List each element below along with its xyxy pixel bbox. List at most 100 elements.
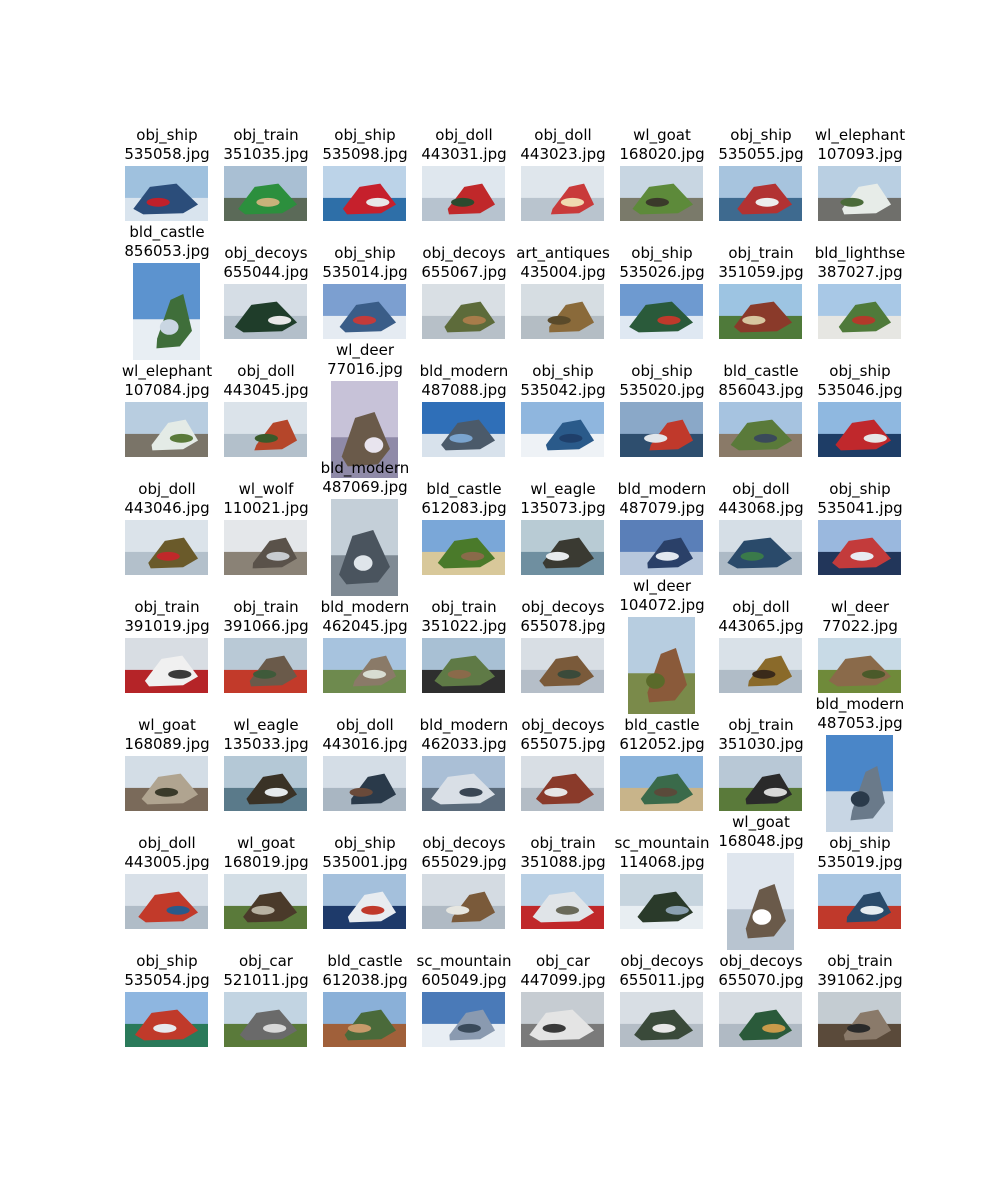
thumbnail-label: sc_mountain [416, 952, 512, 970]
thumbnail-image [125, 520, 208, 575]
thumbnail-filename: 535041.jpg [817, 499, 903, 517]
thumbnail-image [323, 992, 406, 1047]
thumbnail-label: obj_ship [334, 126, 396, 144]
thumbnail-filename: 655070.jpg [718, 971, 804, 989]
thumbnail-image [620, 756, 703, 811]
thumbnail-filename: 655044.jpg [223, 263, 309, 281]
thumbnail-image [125, 992, 208, 1047]
thumbnail-label: obj_doll [336, 716, 394, 734]
thumbnail-label: wl_eagle [530, 480, 596, 498]
thumbnail-label: obj_doll [732, 598, 790, 616]
thumbnail-image [323, 756, 406, 811]
thumbnail-image [422, 520, 505, 575]
thumbnail-label: obj_ship [829, 362, 891, 380]
thumbnail-image [727, 853, 794, 950]
thumbnail-label: obj_decoys [521, 598, 605, 616]
thumbnail-filename: 535020.jpg [619, 381, 705, 399]
thumbnail-image [818, 284, 901, 339]
thumbnail-label: obj_decoys [719, 952, 803, 970]
thumbnail-image [422, 402, 505, 457]
thumbnail-label: obj_train [233, 126, 299, 144]
thumbnail-filename: 443023.jpg [520, 145, 606, 163]
thumbnail-filename: 391066.jpg [223, 617, 309, 635]
thumbnail-image [620, 874, 703, 929]
thumbnail-label: obj_ship [829, 480, 891, 498]
thumbnail-filename: 856043.jpg [718, 381, 804, 399]
thumbnail-image [224, 520, 307, 575]
thumbnail-label: obj_doll [534, 126, 592, 144]
thumbnail-filename: 435004.jpg [520, 263, 606, 281]
thumbnail-filename: 487088.jpg [421, 381, 507, 399]
thumbnail-filename: 612052.jpg [619, 735, 705, 753]
thumbnail-image [719, 992, 802, 1047]
thumbnail-label: obj_ship [631, 244, 693, 262]
thumbnail-filename: 77022.jpg [822, 617, 898, 635]
thumbnail-filename: 443045.jpg [223, 381, 309, 399]
thumbnail-filename: 535054.jpg [124, 971, 210, 989]
thumbnail-image [628, 617, 695, 714]
thumbnail-image [125, 638, 208, 693]
thumbnail-label: obj_ship [532, 362, 594, 380]
thumbnail-label: bld_castle [426, 480, 502, 498]
thumbnail-image [818, 520, 901, 575]
thumbnail-label: obj_ship [829, 834, 891, 852]
thumbnail-filename: 77016.jpg [327, 360, 403, 378]
thumbnail-image [133, 263, 200, 360]
thumbnail-label: obj_doll [138, 834, 196, 852]
thumbnail-image [224, 638, 307, 693]
thumbnail-image [422, 874, 505, 929]
thumbnail-label: obj_doll [732, 480, 790, 498]
thumbnail-filename: 612083.jpg [421, 499, 507, 517]
thumbnail-filename: 443031.jpg [421, 145, 507, 163]
thumbnail-filename: 447099.jpg [520, 971, 606, 989]
thumbnail-filename: 168019.jpg [223, 853, 309, 871]
thumbnail-label: obj_ship [334, 244, 396, 262]
thumbnail-filename: 535098.jpg [322, 145, 408, 163]
thumbnail-image [521, 166, 604, 221]
thumbnail-label: bld_castle [327, 952, 403, 970]
thumbnail-filename: 168048.jpg [718, 832, 804, 850]
thumbnail-filename: 391019.jpg [124, 617, 210, 635]
thumbnail-filename: 387027.jpg [817, 263, 903, 281]
thumbnail-image [224, 166, 307, 221]
thumbnail-label: bld_castle [723, 362, 799, 380]
thumbnail-label: bld_modern [419, 362, 509, 380]
thumbnail-filename: 487069.jpg [322, 478, 408, 496]
thumbnail-filename: 655067.jpg [421, 263, 507, 281]
thumbnail-image [125, 166, 208, 221]
thumbnail-image [125, 402, 208, 457]
thumbnail-filename: 168020.jpg [619, 145, 705, 163]
thumbnail-image [125, 874, 208, 929]
thumbnail-label: bld_modern [320, 459, 410, 477]
thumbnail-label: obj_decoys [620, 952, 704, 970]
thumbnail-label: wl_deer [632, 577, 692, 595]
thumbnail-image [224, 402, 307, 457]
thumbnail-filename: 856053.jpg [124, 242, 210, 260]
thumbnail-image [521, 992, 604, 1047]
thumbnail-image [323, 638, 406, 693]
thumbnail-image [323, 166, 406, 221]
thumbnail-label: obj_car [239, 952, 293, 970]
thumbnail-filename: 107093.jpg [817, 145, 903, 163]
thumbnail-image [719, 638, 802, 693]
thumbnail-image [331, 381, 398, 478]
thumbnail-label: obj_train [134, 598, 200, 616]
thumbnail-image [224, 284, 307, 339]
thumbnail-label: wl_goat [237, 834, 295, 852]
thumbnail-filename: 612038.jpg [322, 971, 408, 989]
thumbnail-filename: 443065.jpg [718, 617, 804, 635]
thumbnail-filename: 391062.jpg [817, 971, 903, 989]
thumbnail-label: art_antiques [516, 244, 610, 262]
thumbnail-filename: 655011.jpg [619, 971, 705, 989]
thumbnail-image [818, 992, 901, 1047]
thumbnail-filename: 605049.jpg [421, 971, 507, 989]
thumbnail-image [620, 402, 703, 457]
thumbnail-image [818, 874, 901, 929]
thumbnail-image [224, 756, 307, 811]
thumbnail-filename: 351035.jpg [223, 145, 309, 163]
thumbnail-label: obj_doll [237, 362, 295, 380]
thumbnail-label: obj_car [536, 952, 590, 970]
thumbnail-image [422, 756, 505, 811]
thumbnail-filename: 351022.jpg [421, 617, 507, 635]
